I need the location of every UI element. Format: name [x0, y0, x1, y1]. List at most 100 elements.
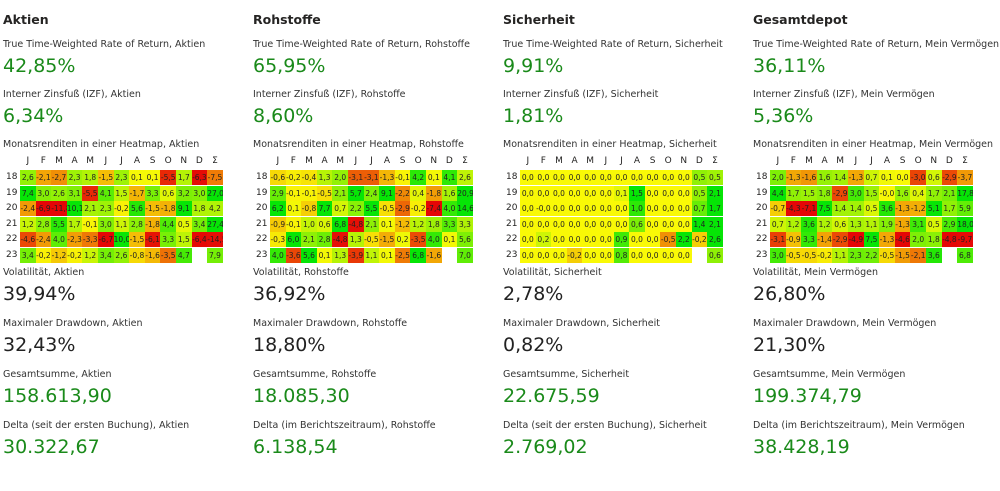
month-header: J	[104, 156, 108, 166]
heatmap-cell: 0,0	[551, 170, 567, 185]
heatmap-cell: 27,0	[207, 185, 223, 201]
month-header: D	[195, 156, 203, 166]
heatmap-cell: -1,6	[144, 248, 161, 263]
heatmap-cell: 4,0	[270, 248, 286, 263]
heatmap-cell: 0,1	[285, 201, 302, 217]
heatmap-cell: 6,2	[270, 201, 286, 217]
year-label: 23	[256, 250, 268, 260]
heatmap-cell: 0,1	[426, 170, 442, 185]
heatmap-cell: 2,1	[707, 216, 723, 232]
month-header: J	[620, 156, 623, 166]
heatmap-cell	[191, 248, 208, 263]
heatmap-cell: -4,3	[785, 201, 802, 217]
heatmap-cell: 0,9	[613, 232, 630, 248]
heatmap-cell: 0,0	[629, 170, 645, 185]
heatmap-cell: 2,1	[332, 185, 348, 201]
heatmap-cell: -1,5	[129, 232, 145, 248]
heatmap-cell: -7,5	[207, 170, 223, 185]
heatmap-cell: -0,6	[270, 170, 286, 185]
year-label: 18	[6, 172, 18, 182]
heatmap-cell: 0,0	[582, 170, 598, 185]
heatmap-cell: 1,3	[316, 170, 333, 185]
heatmap-cell: -1,3	[879, 232, 895, 248]
heatmap-cell: 3,0	[191, 185, 208, 201]
heatmap-cell: 0,0	[520, 248, 536, 263]
heatmap-cell: 3,0	[35, 185, 52, 201]
year-label: 20	[756, 203, 768, 214]
heatmap-cell: -7,1	[801, 201, 817, 217]
year-label: 21	[256, 218, 268, 229]
metric-label: Delta (seit der ersten Buchung), Sicherh…	[503, 420, 707, 431]
month-header: S	[399, 156, 406, 166]
heatmap-cell: 0,0	[660, 248, 676, 263]
heatmap-cell: 3,2	[176, 185, 192, 201]
heatmap-cell: -1,8	[160, 201, 176, 217]
heatmap-cell: -6,4	[191, 232, 208, 248]
heatmap-cell: -0,1	[285, 185, 302, 201]
year-label: 22	[6, 234, 18, 245]
heatmap-cell: -1,2	[910, 201, 926, 217]
heatmap-cell: -2,7	[51, 170, 67, 185]
metric-label: Gesamtsumme, Mein Vermögen	[753, 369, 906, 380]
month-header: M	[586, 156, 595, 166]
heatmap-label: Monatsrenditen in einer Heatmap, Rohstof…	[253, 139, 464, 150]
heatmap-cell: 1,8	[426, 216, 442, 232]
heatmap-cell: 0,4	[410, 185, 426, 201]
metric-label: Gesamtsumme, Aktien	[3, 369, 112, 380]
heatmap-cell: 5,6	[129, 201, 145, 217]
month-header: S	[149, 156, 156, 166]
metric-value: 21,30%	[753, 334, 826, 356]
heatmap-cell: -1,7	[129, 185, 145, 201]
heatmap-cell: 2,2	[676, 232, 692, 248]
heatmap-cell: 1,2	[82, 248, 98, 263]
heatmap-cell: 0,0	[629, 232, 645, 248]
heatmap-cell: -0,3	[270, 232, 286, 248]
metric-label: Delta (im Berichtszeitraum), Mein Vermög…	[753, 420, 965, 431]
month-header: D	[695, 156, 703, 166]
metric-label: Interner Zinsfuß (IZF), Sicherheit	[503, 89, 659, 100]
heatmap-cell: 1,0	[629, 201, 645, 217]
heatmap-cell: 0,0	[566, 232, 583, 248]
heatmap-cell: 7,7	[316, 201, 333, 217]
heatmap-cell: -0,1	[394, 170, 411, 185]
heatmap-cell: 20,9	[457, 185, 473, 201]
heatmap-cell: 0,0	[566, 216, 583, 232]
metric-label: Maximaler Drawdown, Sicherheit	[503, 318, 660, 329]
heatmap-cell: 1,4	[832, 170, 848, 185]
month-header: J	[276, 156, 280, 166]
heatmap-cell: -1,3	[894, 216, 911, 232]
heatmap-cell: 5,6	[301, 248, 317, 263]
heatmap-cell: -3,5	[410, 232, 426, 248]
heatmap-cell: 1,3	[332, 248, 348, 263]
heatmap-cell: 0,0	[598, 201, 614, 217]
month-header: J	[870, 156, 873, 166]
heatmap-cell: 2,3	[66, 170, 83, 185]
heatmap-cell: -2,9	[941, 170, 958, 185]
heatmap-cell: -3,6	[285, 248, 302, 263]
year-label: 20	[6, 203, 18, 214]
metric-label: Volatilität, Sicherheit	[503, 267, 602, 278]
year-label: 19	[756, 187, 768, 198]
heatmap-cell: 0,1	[129, 170, 145, 185]
heatmap-cell: -11,8	[51, 201, 67, 217]
heatmap-cell: -0,5	[801, 248, 817, 263]
heatmap-cell: 2,1	[82, 201, 98, 217]
heatmap-cell: 0,0	[676, 170, 692, 185]
heatmap-cell: 0,0	[613, 216, 630, 232]
heatmap-cell: 1,4	[832, 201, 848, 217]
heatmap-cell: -4,8	[941, 232, 958, 248]
heatmap-cell: 1,4	[691, 216, 708, 232]
heatmap-cell: 0,0	[535, 216, 552, 232]
heatmap-cell: -3,1	[348, 170, 364, 185]
year-label: 18	[506, 172, 518, 182]
heatmap-cell: 4,1	[98, 185, 114, 201]
heatmap-cell: 2,0	[910, 232, 926, 248]
year-label: 21	[506, 218, 518, 229]
heatmap-cell: 2,3	[848, 248, 864, 263]
heatmap-cell: 4,4	[160, 216, 176, 232]
metric-value: 8,60%	[253, 105, 314, 127]
heatmap-cell: 1,8	[926, 232, 942, 248]
heatmap-cell: -0,1	[82, 216, 98, 232]
month-header: N	[180, 156, 188, 166]
heatmap-cell: 1,7	[941, 201, 958, 217]
